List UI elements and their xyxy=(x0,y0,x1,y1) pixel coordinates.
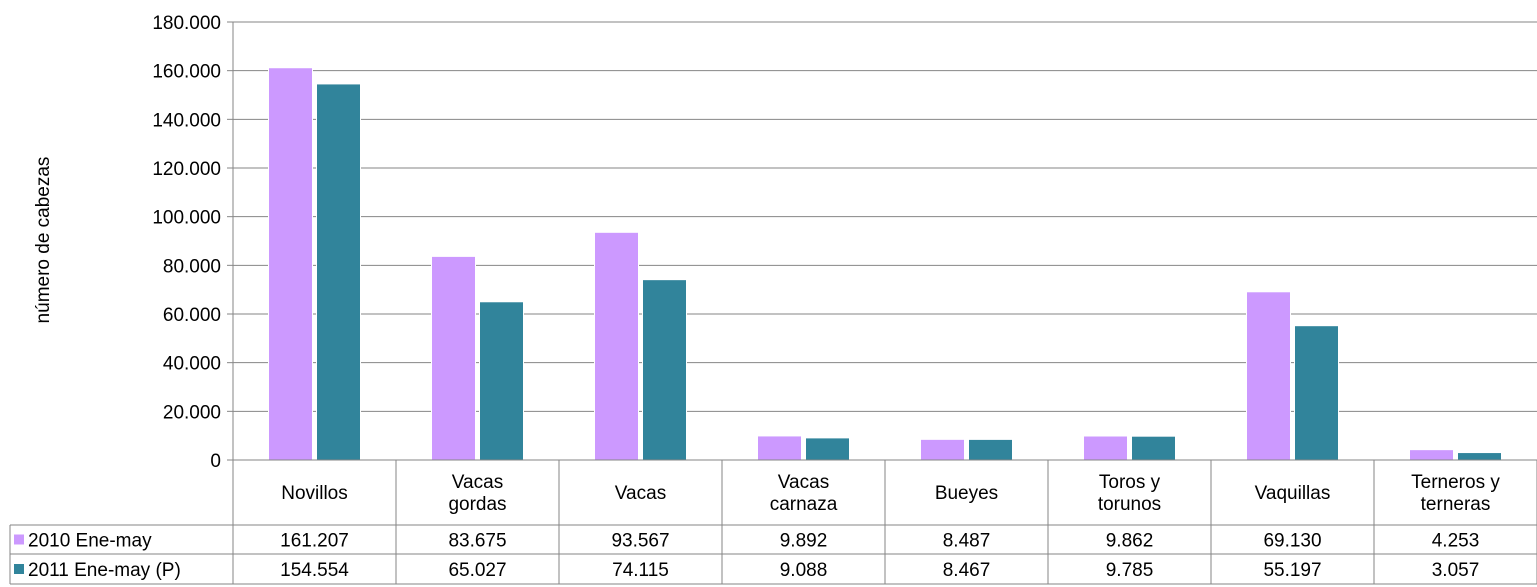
category-label: carnaza xyxy=(770,494,838,515)
category-label: gordas xyxy=(448,494,506,515)
y-tick-label: 60.000 xyxy=(163,305,221,326)
category-label: terneras xyxy=(1421,494,1491,515)
data-value-label: 69.130 xyxy=(1263,531,1321,552)
category-label: Terneros y xyxy=(1411,472,1500,493)
bar-2011 xyxy=(1294,325,1339,461)
y-tick-label: 40.000 xyxy=(163,354,221,375)
y-tick-label: 120.000 xyxy=(152,159,221,180)
data-value-label: 65.027 xyxy=(448,560,506,581)
bar-2011 xyxy=(968,438,1013,461)
data-value-label: 161.207 xyxy=(280,531,349,552)
bar-2011 xyxy=(1131,435,1176,461)
y-tick-label: 140.000 xyxy=(152,110,221,131)
category-label: torunos xyxy=(1098,494,1161,515)
bar-2011 xyxy=(1457,452,1502,461)
bar-2011 xyxy=(642,279,687,461)
category-label: Vaquillas xyxy=(1255,483,1331,504)
bar-2011 xyxy=(479,301,524,461)
data-value-label: 9.785 xyxy=(1106,560,1154,581)
category-label: Vacas xyxy=(452,472,503,493)
data-value-label: 3.057 xyxy=(1432,560,1480,581)
y-tick-label: 100.000 xyxy=(152,208,221,229)
category-label: Vacas xyxy=(778,472,829,493)
data-value-label: 154.554 xyxy=(280,560,349,581)
data-value-label: 8.467 xyxy=(943,560,991,581)
data-value-label: 55.197 xyxy=(1263,560,1321,581)
bar-2010 xyxy=(920,438,965,461)
y-tick-label: 80.000 xyxy=(163,256,221,277)
data-value-label: 8.487 xyxy=(943,531,991,552)
y-tick-label: 180.000 xyxy=(152,13,221,34)
category-label: Vacas xyxy=(615,483,666,504)
data-value-label: 83.675 xyxy=(448,531,506,552)
bar-2010 xyxy=(1409,449,1454,461)
data-value-label: 74.115 xyxy=(612,560,669,581)
category-label: Toros y xyxy=(1099,472,1161,493)
legend-key-2010 xyxy=(14,534,24,545)
legend-key-2011 xyxy=(14,564,24,574)
category-label: Novillos xyxy=(281,483,348,504)
data-value-label: 9.088 xyxy=(780,560,828,581)
bar-2011 xyxy=(316,83,361,461)
data-value-label: 9.862 xyxy=(1106,531,1154,552)
data-value-label: 4.253 xyxy=(1432,531,1480,552)
y-tick-label: 160.000 xyxy=(152,62,221,83)
bar-2010 xyxy=(757,435,802,461)
bar-2010 xyxy=(594,231,639,461)
data-value-label: 9.892 xyxy=(780,531,828,552)
bar-2010 xyxy=(1246,291,1291,461)
y-tick-label: 0 xyxy=(210,451,221,472)
bar-2010 xyxy=(431,255,476,461)
category-label: Bueyes xyxy=(935,483,998,504)
y-tick-label: 20.000 xyxy=(163,402,221,423)
series-name: 2011 Ene-may (P) xyxy=(28,560,181,581)
bar-2010 xyxy=(1083,435,1128,461)
bar-2011 xyxy=(805,437,850,461)
series-name: 2010 Ene-may xyxy=(28,531,152,552)
bar-2010 xyxy=(268,67,313,461)
data-value-label: 93.567 xyxy=(611,531,669,552)
